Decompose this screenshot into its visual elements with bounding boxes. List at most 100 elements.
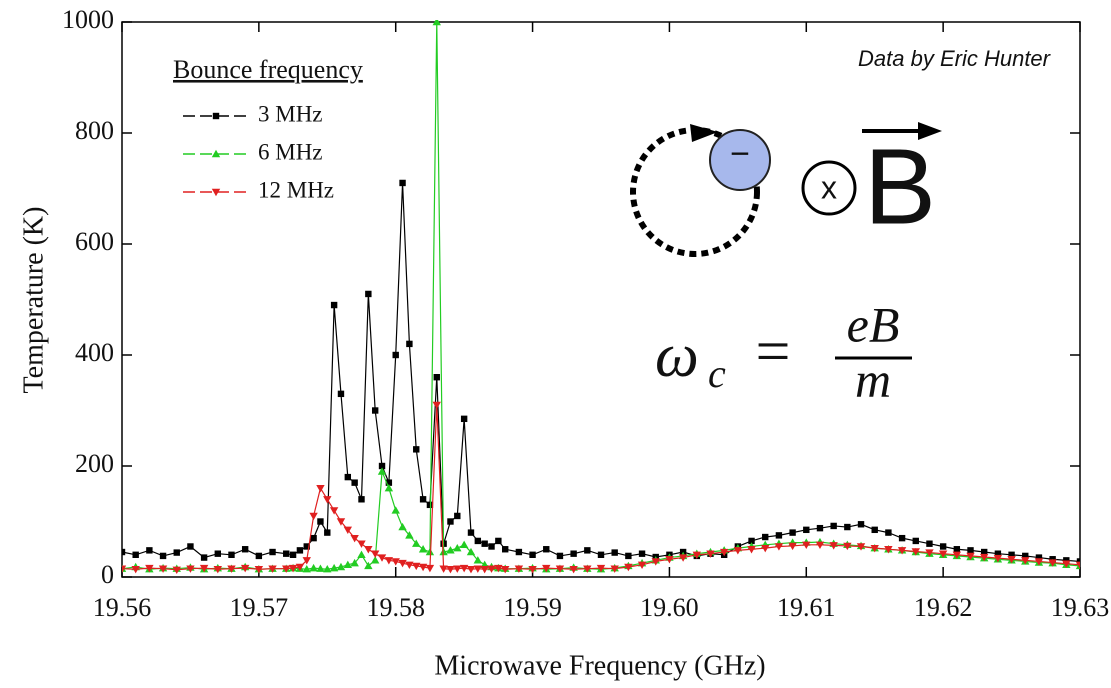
marker bbox=[515, 548, 523, 556]
marker bbox=[173, 549, 180, 556]
marker bbox=[377, 467, 387, 475]
marker bbox=[884, 546, 893, 554]
marker bbox=[802, 541, 811, 550]
marker bbox=[288, 564, 298, 573]
marker bbox=[466, 547, 476, 556]
marker bbox=[329, 507, 339, 515]
cross-symbol: x bbox=[821, 169, 837, 205]
marker bbox=[439, 565, 448, 573]
marker bbox=[289, 551, 297, 558]
marker bbox=[939, 543, 947, 550]
formula-denominator: m bbox=[855, 351, 891, 407]
marker bbox=[829, 542, 838, 550]
marker bbox=[501, 566, 510, 574]
legend-item: 6 MHz bbox=[183, 139, 323, 164]
marker bbox=[336, 562, 346, 571]
marker bbox=[926, 540, 933, 547]
marker bbox=[1048, 559, 1057, 567]
marker bbox=[487, 565, 496, 573]
marker bbox=[377, 554, 387, 562]
marker bbox=[1008, 551, 1015, 558]
marker bbox=[310, 534, 317, 542]
plot-area bbox=[122, 20, 1080, 574]
marker bbox=[439, 547, 448, 556]
charge-sign: − bbox=[730, 135, 750, 173]
marker bbox=[638, 550, 646, 557]
marker bbox=[938, 550, 948, 558]
marker bbox=[433, 374, 440, 381]
marker bbox=[610, 565, 619, 573]
marker bbox=[556, 552, 564, 560]
marker bbox=[466, 566, 476, 574]
marker bbox=[343, 560, 353, 568]
orbit-arrow bbox=[690, 124, 718, 142]
marker bbox=[815, 541, 825, 550]
marker bbox=[857, 521, 865, 528]
marker bbox=[350, 558, 359, 567]
marker bbox=[316, 485, 325, 493]
x-tick-label: 19.58 bbox=[366, 593, 425, 622]
marker bbox=[1022, 552, 1029, 560]
marker bbox=[418, 545, 428, 553]
marker bbox=[1075, 561, 1080, 570]
marker bbox=[303, 543, 310, 550]
marker bbox=[122, 548, 126, 556]
marker bbox=[378, 462, 386, 470]
marker bbox=[254, 566, 264, 574]
x-tick-label: 19.61 bbox=[777, 593, 836, 622]
marker bbox=[425, 564, 435, 573]
cross-circle bbox=[801, 160, 857, 216]
marker bbox=[528, 566, 537, 574]
x-tick-label: 19.62 bbox=[914, 593, 973, 622]
marker bbox=[844, 523, 851, 531]
marker bbox=[803, 526, 810, 534]
marker bbox=[370, 550, 380, 558]
marker bbox=[364, 561, 373, 570]
marker bbox=[912, 537, 919, 545]
marker bbox=[637, 561, 647, 569]
marker bbox=[432, 401, 441, 410]
marker bbox=[624, 563, 633, 572]
marker bbox=[186, 565, 195, 573]
marker bbox=[502, 546, 509, 553]
marker bbox=[542, 564, 551, 573]
marker bbox=[1021, 557, 1030, 565]
marker bbox=[1063, 557, 1070, 564]
legend-marker bbox=[211, 149, 221, 158]
marker bbox=[384, 484, 394, 492]
y-axis-label: Temperature (K) bbox=[18, 207, 49, 394]
marker bbox=[132, 551, 139, 558]
marker bbox=[405, 561, 414, 569]
marker bbox=[733, 547, 743, 555]
marker bbox=[398, 559, 407, 568]
marker bbox=[952, 551, 962, 559]
marker bbox=[323, 496, 332, 504]
marker bbox=[611, 549, 618, 556]
marker bbox=[283, 550, 290, 557]
marker bbox=[337, 390, 345, 398]
legend-marker bbox=[212, 112, 220, 120]
marker bbox=[870, 544, 879, 553]
marker bbox=[747, 546, 756, 554]
x-tick-label: 19.57 bbox=[230, 593, 289, 622]
marker bbox=[885, 529, 892, 536]
legend-label: 12 MHz bbox=[258, 177, 334, 202]
marker bbox=[762, 533, 769, 541]
marker bbox=[514, 565, 524, 573]
field-symbol: B bbox=[864, 126, 936, 247]
formula: ω c = eB m bbox=[655, 296, 912, 407]
marker bbox=[570, 550, 577, 557]
marker bbox=[419, 496, 427, 503]
marker bbox=[343, 526, 353, 535]
marker bbox=[214, 550, 221, 557]
marker bbox=[357, 550, 366, 558]
y-tick-label: 600 bbox=[75, 227, 114, 256]
marker bbox=[871, 526, 878, 534]
marker bbox=[925, 549, 934, 557]
marker bbox=[296, 547, 304, 554]
marker bbox=[1076, 558, 1080, 565]
marker bbox=[405, 531, 414, 539]
marker bbox=[788, 542, 797, 551]
formula-sub: c bbox=[708, 351, 726, 396]
marker bbox=[228, 551, 235, 558]
